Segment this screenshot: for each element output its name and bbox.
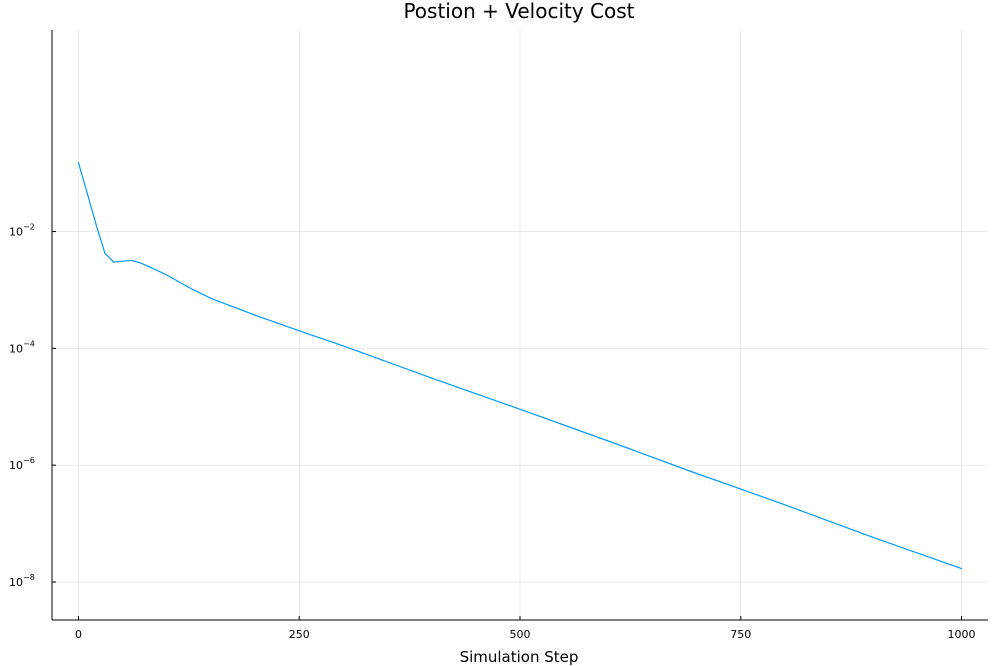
- y-tick-label: 10−2: [9, 223, 35, 239]
- data-point: [210, 297, 212, 299]
- y-ticks: 10−210−410−610−8: [9, 223, 56, 589]
- chart-title: Postion + Velocity Cost: [403, 0, 634, 23]
- x-ticks: 0 250 500 750 1000: [75, 616, 976, 641]
- y-tick-base: 10: [9, 226, 23, 239]
- grid-layer: [52, 30, 988, 620]
- data-point: [148, 266, 150, 268]
- data-point: [104, 252, 106, 255]
- y-tick-exponent: −2: [23, 223, 35, 232]
- x-tick-label: 1000: [948, 628, 976, 641]
- data-point: [122, 260, 124, 262]
- data-point: [784, 504, 786, 506]
- y-tick-base: 10: [9, 576, 23, 589]
- x-tick-label: 750: [730, 628, 751, 641]
- data-point: [960, 568, 963, 570]
- y-tick-exponent: −6: [23, 456, 35, 465]
- data-point: [740, 488, 742, 490]
- data-point: [113, 261, 115, 263]
- y-tick-label: 10−8: [9, 573, 35, 589]
- y-tick-label: 10−4: [9, 339, 35, 355]
- data-point: [86, 192, 88, 194]
- data-point: [696, 472, 698, 475]
- series-layer: [77, 162, 963, 570]
- y-tick-base: 10: [9, 342, 23, 355]
- data-point: [130, 259, 133, 261]
- x-tick-label: 250: [289, 628, 310, 641]
- data-point: [298, 330, 300, 332]
- data-point: [139, 262, 141, 264]
- data-point: [188, 286, 190, 289]
- data-point: [342, 345, 344, 347]
- x-axis-label: Simulation Step: [460, 648, 579, 666]
- data-point: [77, 162, 80, 164]
- y-tick-base: 10: [9, 459, 23, 472]
- data-point: [607, 440, 609, 442]
- y-tick-label: 10−6: [9, 456, 35, 472]
- data-point: [166, 274, 168, 276]
- data-point: [872, 536, 874, 539]
- data-point: [254, 314, 256, 316]
- x-tick-label: 0: [75, 628, 82, 641]
- y-tick-exponent: −8: [23, 573, 35, 582]
- data-point: [519, 408, 521, 410]
- y-tick-exponent: −4: [23, 339, 35, 348]
- data-point: [95, 224, 97, 226]
- data-point: [431, 377, 433, 379]
- x-tick-label: 500: [510, 628, 531, 641]
